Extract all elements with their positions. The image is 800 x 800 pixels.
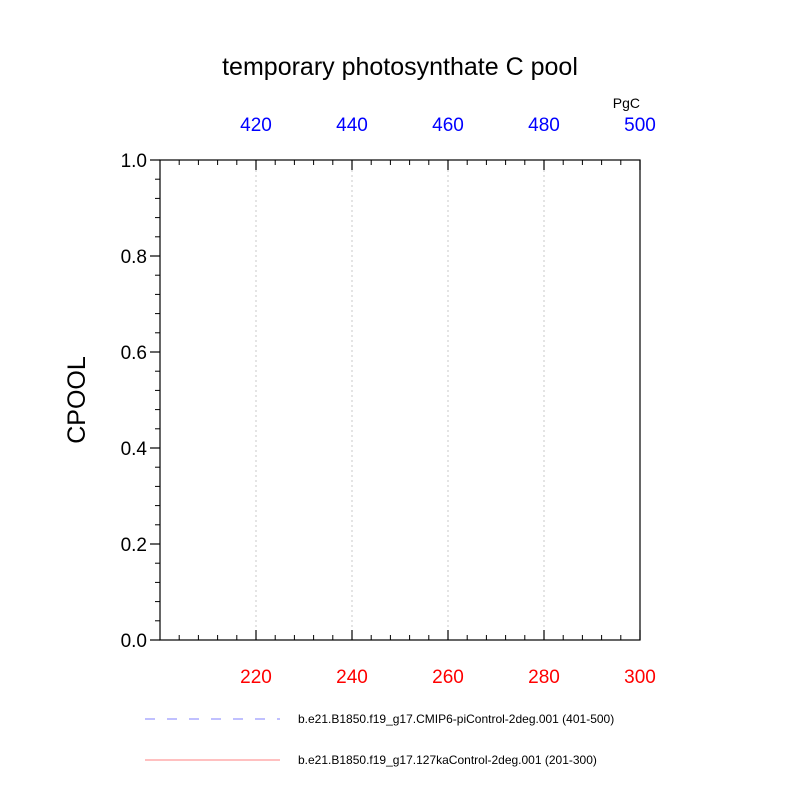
grid-lines <box>255 160 545 640</box>
x-top-tick-label: 440 <box>336 115 368 136</box>
y-tick-label: 0.4 <box>121 439 148 460</box>
legend: b.e21.B1850.f19_g17.CMIP6-piControl-2deg… <box>145 712 614 767</box>
legend-label-2: b.e21.B1850.f19_g17.127kaControl-2deg.00… <box>298 753 597 767</box>
legend-label-1: b.e21.B1850.f19_g17.CMIP6-piControl-2deg… <box>298 712 614 726</box>
x-bottom-tick-label: 280 <box>528 667 560 688</box>
plot-frame <box>159 159 641 641</box>
tick-labels: 0.0 0.2 0.4 0.6 0.8 1.0 220 240 260 280 300 420 440 4… <box>121 115 656 688</box>
y-tick-label: 0.6 <box>121 343 147 364</box>
y-tick-label: 0.2 <box>121 535 147 556</box>
x-top-tick-label: 500 <box>624 115 656 136</box>
y-tick-label: 0.8 <box>121 247 147 268</box>
x-top-tick-label: 480 <box>528 115 560 136</box>
axis-ticks <box>150 159 641 641</box>
y-axis-label: CPOOL <box>63 356 91 444</box>
x-bottom-tick-label: 240 <box>336 667 368 688</box>
y-tick-label: 0.0 <box>121 631 147 652</box>
x-bottom-tick-label: 220 <box>240 667 272 688</box>
y-tick-label: 1.0 <box>121 151 147 172</box>
x-top-tick-label: 460 <box>432 115 464 136</box>
x-bottom-tick-label: 260 <box>432 667 464 688</box>
x-bottom-tick-label: 300 <box>624 667 656 688</box>
x-top-tick-label: 420 <box>240 115 272 136</box>
top-axis-unit: PgC <box>613 95 640 111</box>
chart-title: temporary photosynthate C pool <box>222 53 578 81</box>
